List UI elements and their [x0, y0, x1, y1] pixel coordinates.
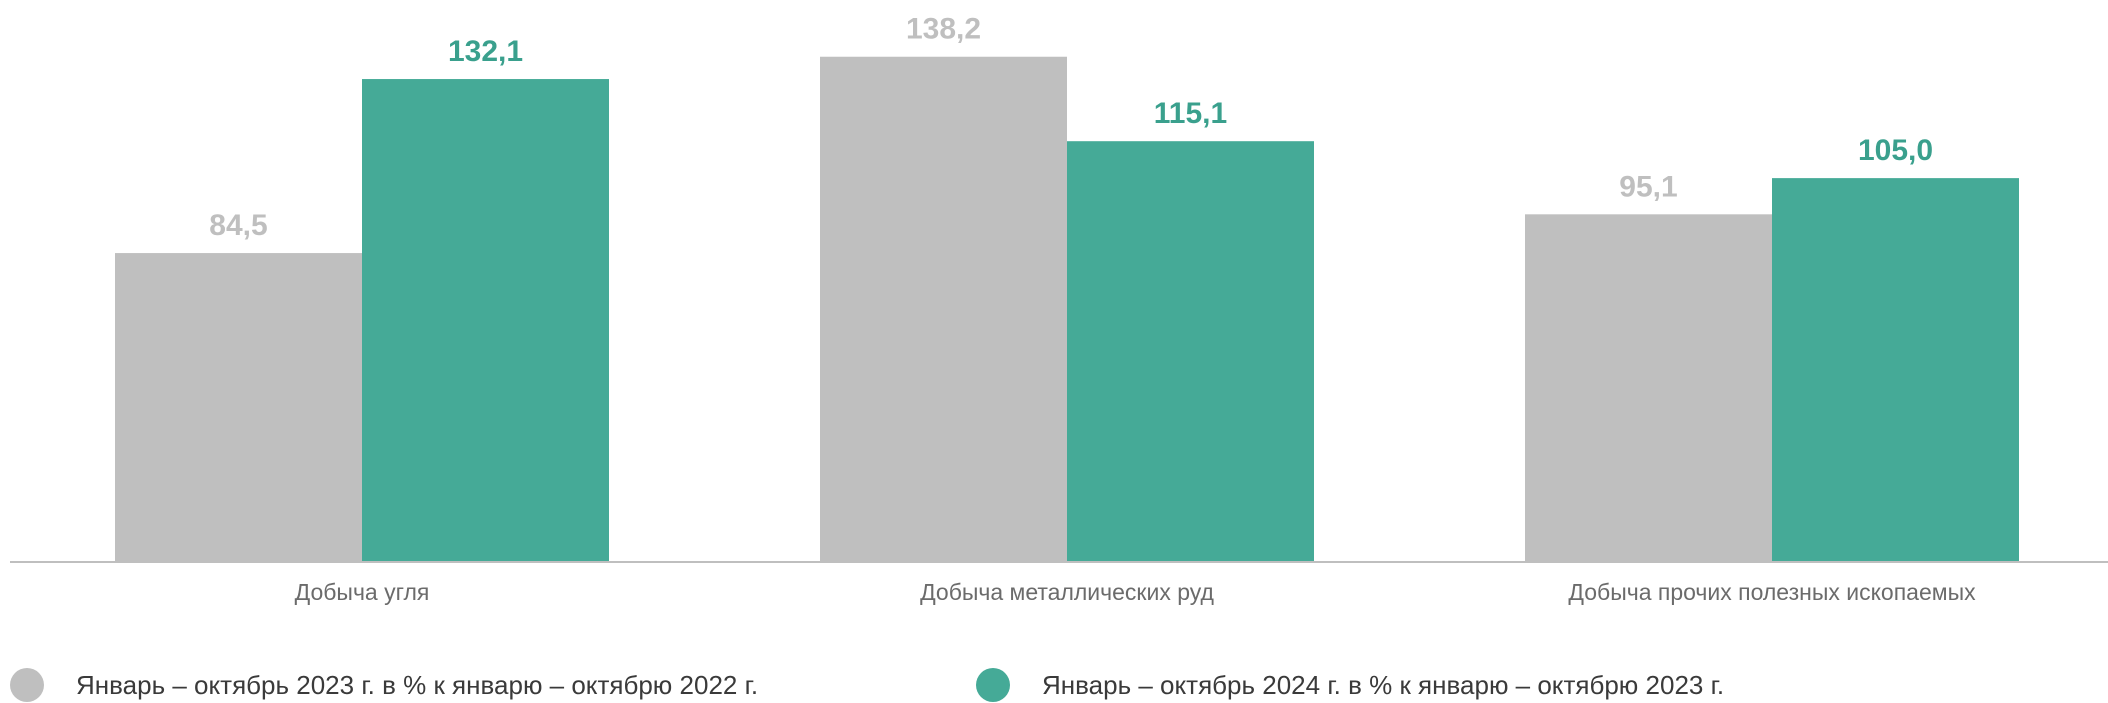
data-label-other-minerals-2024: 105,0 [1858, 134, 1933, 167]
data-label-coal-2023: 84,5 [209, 209, 267, 242]
legend-swatch-2024 [976, 668, 1010, 702]
bar-metal-ores-2024 [1067, 141, 1314, 562]
bar-metal-ores-2023 [820, 56, 1067, 563]
bar-coal-2024 [362, 79, 609, 563]
data-label-metal-ores-2023: 138,2 [906, 13, 981, 46]
data-label-other-minerals-2023: 95,1 [1619, 170, 1677, 203]
category-labels-layer: Добыча угля Добыча металлических руд Добыч… [295, 579, 1976, 605]
bar-other-minerals-2024 [1772, 178, 2019, 562]
legend-label-2024: Январь – октябрь 2024 г. в % к январю – … [1042, 669, 1725, 700]
data-labels-layer: 84,5 132,1 138,2 115,1 95,1 105,0 [209, 13, 1933, 242]
legend-label-2023: Январь – октябрь 2023 г. в % к январю – … [76, 669, 759, 700]
bar-coal-2023 [115, 253, 362, 562]
legend-swatch-2023 [10, 668, 44, 702]
category-label-other-minerals: Добыча прочих полезных ископаемых [1568, 579, 1976, 605]
bar-other-minerals-2023 [1525, 214, 1772, 563]
category-label-metal-ores: Добыча металлических руд [920, 579, 1214, 605]
legend-item-2023: Январь – октябрь 2023 г. в % к январю – … [10, 668, 759, 702]
bars-layer [115, 56, 2019, 563]
category-label-coal: Добыча угля [295, 579, 430, 605]
data-label-coal-2024: 132,1 [448, 35, 523, 68]
legend-item-2024: Январь – октябрь 2024 г. в % к январю – … [976, 668, 1725, 702]
data-label-metal-ores-2024: 115,1 [1154, 97, 1227, 130]
